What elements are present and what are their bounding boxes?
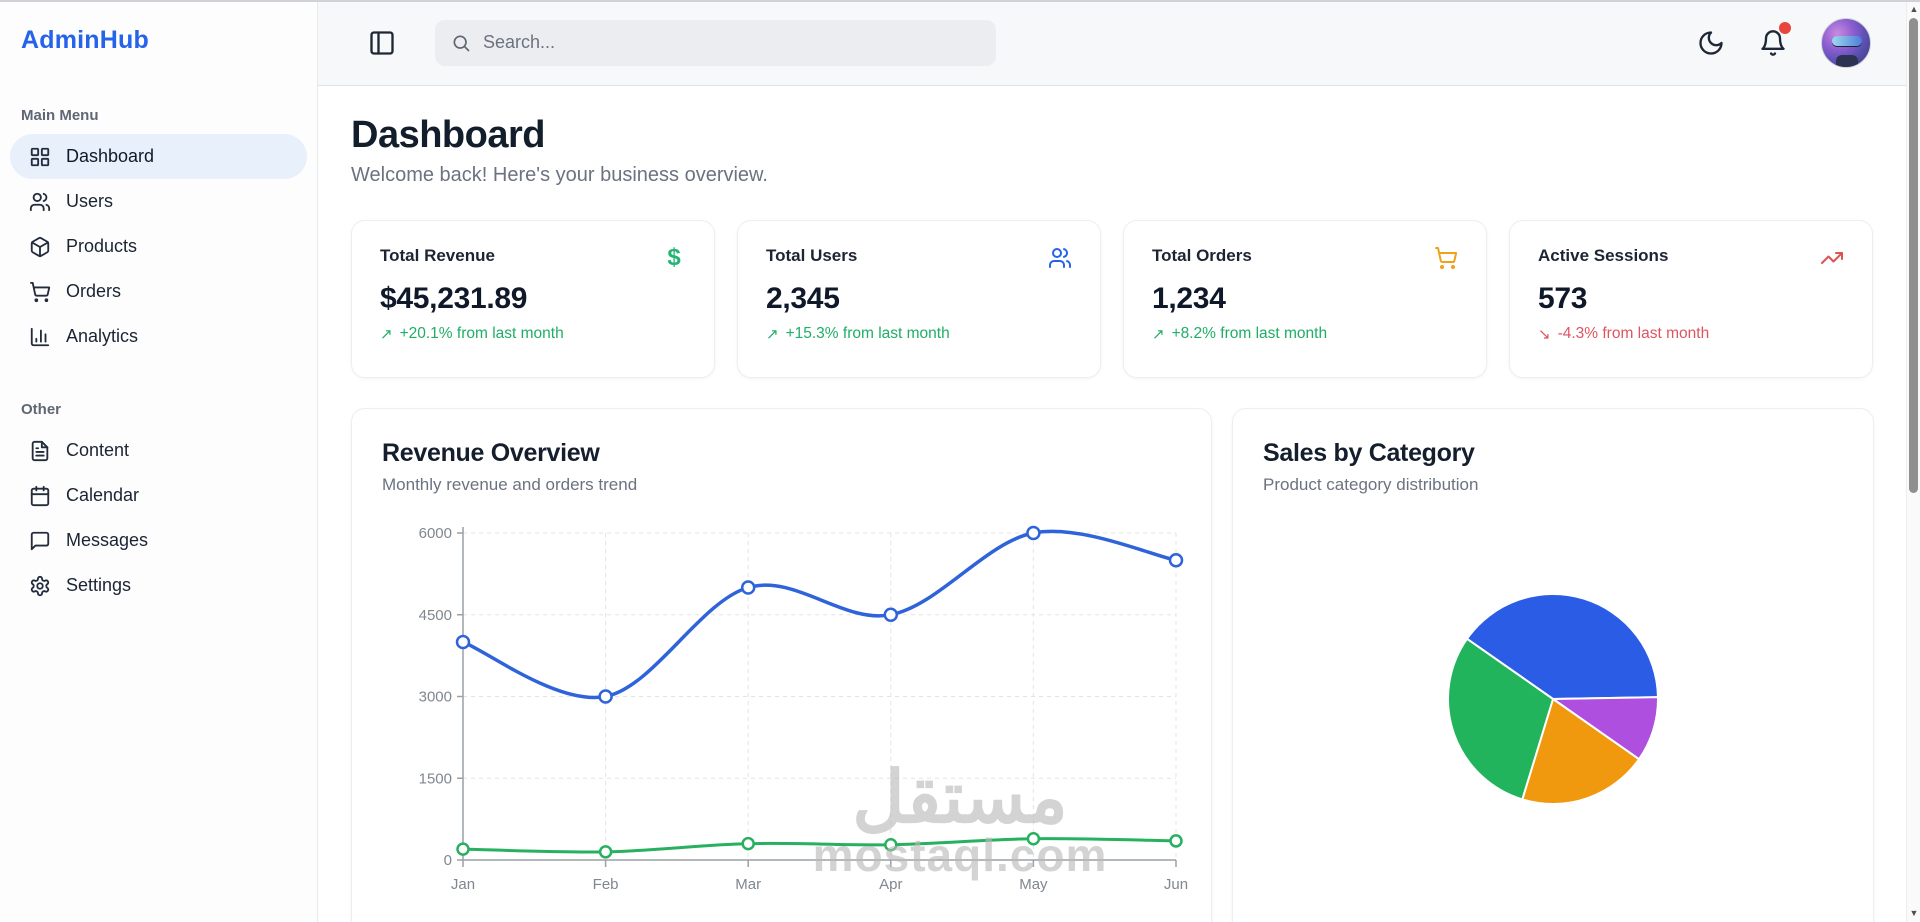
sidebar: AdminHub Main Menu Dashboard Users Produ… [0, 0, 318, 922]
sidebar-item-users[interactable]: Users [10, 179, 307, 224]
chart-subtitle: Monthly revenue and orders trend [382, 475, 638, 494]
package-icon [29, 236, 51, 258]
sidebar-item-products[interactable]: Products [10, 224, 307, 269]
sidebar-item-label: Orders [66, 281, 122, 301]
stats-row: Total Revenue $ $45,231.89 ↗ +20.1% from… [351, 220, 1873, 378]
svg-text:Jun: Jun [1164, 876, 1188, 893]
svg-text:1500: 1500 [419, 770, 452, 787]
chart-title: Sales by Category [1263, 439, 1475, 467]
stat-card-total-users: Total Users 2,345 ↗ +15.3% from last mon… [737, 220, 1101, 378]
svg-text:6000: 6000 [419, 525, 452, 542]
sidebar-item-dashboard[interactable]: Dashboard [10, 134, 307, 179]
window-top-edge [0, 0, 1920, 2]
search-box[interactable] [435, 19, 996, 66]
sidebar-item-content[interactable]: Content [10, 428, 307, 473]
topbar [318, 0, 1906, 86]
svg-text:Mar: Mar [735, 876, 761, 893]
trend-down-arrow-icon: ↘ [1538, 326, 1551, 343]
sidebar-item-label: Dashboard [66, 146, 155, 166]
trend-up-arrow-icon: ↗ [380, 326, 393, 343]
stat-change-text: +20.1% from last month [399, 325, 564, 342]
charts-row: Revenue Overview Monthly revenue and ord… [351, 408, 1874, 922]
stat-change: ↗ +15.3% from last month [766, 325, 1072, 343]
sidebar-section-other: Other [21, 401, 62, 418]
scrollbar-thumb[interactable] [1909, 18, 1918, 493]
svg-text:3000: 3000 [419, 689, 452, 706]
trend-up-arrow-icon: ↗ [766, 326, 779, 343]
stat-title: Total Revenue [380, 246, 495, 265]
stat-value: 2,345 [766, 282, 840, 315]
sidebar-item-label: Products [66, 236, 138, 256]
trending-up-icon [1820, 246, 1844, 270]
cart-icon [1434, 246, 1458, 270]
page-subtitle: Welcome back! Here's your business overv… [351, 164, 768, 186]
sidebar-item-settings[interactable]: Settings [10, 563, 307, 608]
chart-title: Revenue Overview [382, 439, 600, 467]
message-icon [29, 530, 51, 552]
search-input[interactable] [483, 32, 980, 53]
users-icon [1048, 246, 1072, 270]
trend-up-arrow-icon: ↗ [1152, 326, 1165, 343]
scroll-down-arrow[interactable]: ▼ [1909, 908, 1919, 918]
sidebar-item-calendar[interactable]: Calendar [10, 473, 307, 518]
stat-value: 573 [1538, 282, 1588, 315]
sidebar-item-orders[interactable]: Orders [10, 269, 307, 314]
avatar[interactable] [1821, 18, 1871, 68]
stat-title: Total Users [766, 246, 858, 265]
svg-text:4500: 4500 [419, 607, 452, 624]
sidebar-section-main-menu: Main Menu [21, 107, 99, 124]
svg-text:Feb: Feb [593, 876, 619, 893]
sales-by-category-card: Sales by Category Product category distr… [1232, 408, 1874, 922]
stat-value: 1,234 [1152, 282, 1226, 315]
sidebar-item-messages[interactable]: Messages [10, 518, 307, 563]
dollar-icon: $ [667, 244, 681, 271]
page-title: Dashboard [351, 114, 545, 156]
sidebar-item-label: Analytics [66, 326, 139, 346]
moon-icon[interactable] [1697, 29, 1725, 57]
cart-icon [29, 281, 51, 303]
svg-text:Apr: Apr [879, 876, 902, 893]
sidebar-item-label: Users [66, 191, 114, 211]
svg-text:0: 0 [444, 852, 452, 869]
gear-icon [29, 575, 51, 597]
scrollbar: ▲ ▼ [1906, 0, 1920, 922]
sidebar-item-analytics[interactable]: Analytics [10, 314, 307, 359]
sidebar-item-label: Calendar [66, 485, 140, 505]
calendar-icon [29, 485, 51, 507]
svg-text:May: May [1019, 876, 1048, 893]
search-icon [451, 33, 471, 53]
stat-change: ↗ +8.2% from last month [1152, 325, 1458, 343]
notification-dot [1779, 22, 1791, 34]
sidebar-item-label: Messages [66, 530, 149, 550]
scroll-up-arrow[interactable]: ▲ [1909, 4, 1919, 14]
main-content: Dashboard Welcome back! Here's your busi… [318, 86, 1906, 922]
revenue-overview-card: Revenue Overview Monthly revenue and ord… [351, 408, 1212, 922]
stat-card-total-orders: Total Orders 1,234 ↗ +8.2% from last mon… [1123, 220, 1487, 378]
stat-change: ↘ -4.3% from last month [1538, 325, 1844, 343]
topbar-actions [1697, 0, 1906, 86]
stat-card-total-revenue: Total Revenue $ $45,231.89 ↗ +20.1% from… [351, 220, 715, 378]
sidebar-item-label: Settings [66, 575, 132, 595]
svg-text:Jan: Jan [451, 876, 475, 893]
bell-icon[interactable] [1759, 22, 1791, 57]
stat-title: Total Orders [1152, 246, 1252, 265]
revenue-line-chart: 0 1500 3000 4500 6000 Jan Feb Mar Apr May Jun [419, 525, 1188, 893]
chart-subtitle: Product category distribution [1263, 475, 1479, 494]
sales-pie-chart [1447, 593, 1659, 805]
stat-change-text: +15.3% from last month [785, 325, 950, 342]
bar-chart-icon [29, 326, 51, 348]
stat-change-text: +8.2% from last month [1171, 325, 1328, 342]
stat-title: Active Sessions [1538, 246, 1669, 265]
sidebar-item-label: Content [66, 440, 130, 460]
stat-change: ↗ +20.1% from last month [380, 325, 686, 343]
stat-card-active-sessions: Active Sessions 573 ↘ -4.3% from last mo… [1509, 220, 1873, 378]
app-logo: AdminHub [21, 26, 149, 54]
users-icon [29, 191, 51, 213]
file-text-icon [29, 440, 51, 462]
stat-change-text: -4.3% from last month [1557, 325, 1710, 342]
stat-value: $45,231.89 [380, 282, 528, 315]
grid-icon [29, 146, 51, 168]
panel-left-icon[interactable] [368, 29, 396, 57]
